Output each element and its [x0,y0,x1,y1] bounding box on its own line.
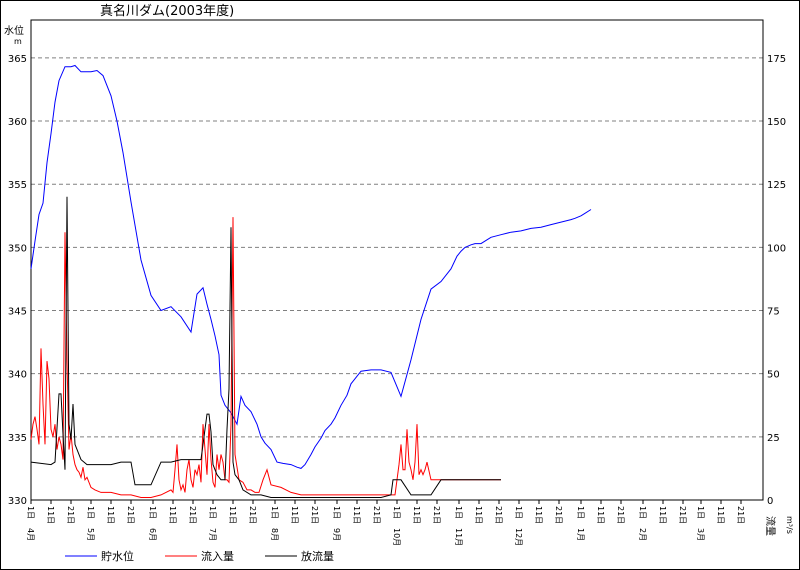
x-day-label: 11日 [106,506,115,524]
x-month-label: 7月 [208,528,217,541]
x-day-label: 21日 [554,506,563,524]
x-day-label: 21日 [678,506,687,524]
x-day-label: 11日 [352,506,361,524]
x-day-label: 21日 [616,506,625,524]
x-day-label: 11日 [228,506,237,524]
y-right-tick-label: 175 [767,54,786,65]
x-day-label: 1日 [514,506,523,519]
x-day-label: 1日 [208,506,217,519]
y-right-tick-label: 75 [767,307,780,318]
series-line [30,217,501,498]
y-left-tick-label: 335 [8,433,27,444]
axis-layer: 330 335 340 345 350 355 360 365 0 25 50 75 100 125 150… [8,19,786,546]
x-day-label: 1日 [392,506,401,519]
x-day-label: 1日 [638,506,647,519]
chart-title: 真名川ダム(2003年度) [100,3,234,19]
y-left-tick-label: 355 [8,180,27,191]
x-day-label: 11日 [168,506,177,524]
y-right-tick-label: 150 [767,117,786,128]
x-day-label: 21日 [188,506,197,524]
x-month-label: 2月 [638,528,647,541]
x-month-label: 1月 [576,528,585,541]
y-left-tick-label: 345 [8,307,27,318]
series-layer [30,64,592,498]
x-day-label: 11日 [290,506,299,524]
x-day-label: 1日 [576,506,585,519]
x-month-label: 12月 [514,528,523,546]
x-day-label: 11日 [474,506,483,524]
y-right-tick-label: 0 [767,496,773,507]
x-day-label: 21日 [494,506,503,524]
x-day-label: 21日 [372,506,381,524]
x-day-label: 1日 [26,506,35,519]
x-month-label: 5月 [86,528,95,541]
legend-label: 貯水位 [101,549,134,563]
y-left-tick-label: 350 [8,243,27,254]
y-right-tick-label: 100 [767,243,786,254]
series-line [30,64,592,469]
y-left-tick-label: 330 [8,496,27,507]
x-day-label: 11日 [412,506,421,524]
x-day-label: 1日 [696,506,705,519]
x-day-label: 1日 [332,506,341,519]
x-day-label: 1日 [454,506,463,519]
x-day-label: 11日 [716,506,725,524]
legend-label: 放流量 [301,549,334,563]
x-day-label: 21日 [126,506,135,524]
x-day-label: 1日 [148,506,157,519]
x-day-label: 21日 [736,506,745,524]
x-month-label: 6月 [148,528,157,541]
x-day-label: 11日 [658,506,667,524]
x-day-label: 11日 [46,506,55,524]
y-right-axis-label: 流量 [764,516,777,536]
x-day-label: 21日 [432,506,441,524]
x-month-label: 8月 [270,528,279,541]
y-left-tick-label: 365 [8,54,27,65]
x-day-label: 1日 [270,506,279,519]
y-left-tick-label: 360 [8,117,27,128]
x-day-label: 21日 [248,506,257,524]
x-month-label: 11月 [454,528,463,546]
y-left-axis-label: 水位 [4,24,24,37]
x-month-label: 3月 [696,528,705,541]
y-left-tick-label: 340 [8,370,27,381]
x-day-label: 11日 [534,506,543,524]
x-day-label: 11日 [596,506,605,524]
y-right-tick-label: 125 [767,180,786,191]
x-day-label: 21日 [66,506,75,524]
legend-label: 流入量 [201,549,234,563]
y-right-tick-label: 25 [767,433,780,444]
grid-layer [31,57,763,438]
legend: 貯水位 流入量 放流量 [65,549,334,563]
x-month-label: 10月 [392,528,401,546]
y-right-axis-unit: m³/s [785,516,794,534]
y-left-axis-unit: m [14,37,22,46]
y-right-tick-label: 50 [767,370,780,381]
x-day-label: 1日 [86,506,95,519]
x-month-label: 9月 [332,528,341,541]
x-day-label: 21日 [310,506,319,524]
x-month-label: 4月 [26,528,35,541]
series-line [30,196,501,498]
